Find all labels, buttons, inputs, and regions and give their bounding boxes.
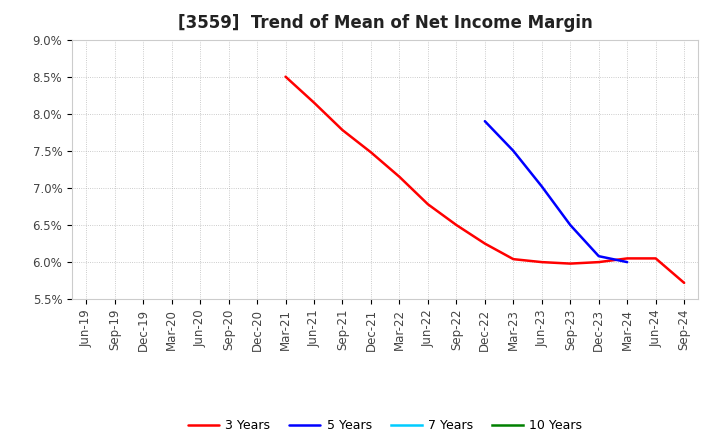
3 Years (282, 74, 290, 79)
Line: 5 Years: 5 Years (485, 121, 627, 262)
3 Years (338, 128, 347, 133)
5 Years (537, 184, 546, 189)
Legend: 3 Years, 5 Years, 7 Years, 10 Years: 3 Years, 5 Years, 7 Years, 10 Years (183, 414, 588, 437)
3 Years (537, 260, 546, 265)
Line: 3 Years: 3 Years (286, 77, 684, 283)
5 Years (623, 260, 631, 265)
3 Years (310, 100, 318, 105)
3 Years (480, 241, 489, 246)
3 Years (395, 174, 404, 180)
5 Years (509, 148, 518, 154)
3 Years (509, 257, 518, 262)
3 Years (680, 280, 688, 286)
3 Years (366, 150, 375, 155)
Title: [3559]  Trend of Mean of Net Income Margin: [3559] Trend of Mean of Net Income Margi… (178, 15, 593, 33)
5 Years (595, 253, 603, 259)
3 Years (423, 202, 432, 207)
5 Years (480, 118, 489, 124)
5 Years (566, 222, 575, 227)
3 Years (652, 256, 660, 261)
3 Years (452, 222, 461, 227)
3 Years (566, 261, 575, 266)
3 Years (623, 256, 631, 261)
3 Years (595, 260, 603, 265)
